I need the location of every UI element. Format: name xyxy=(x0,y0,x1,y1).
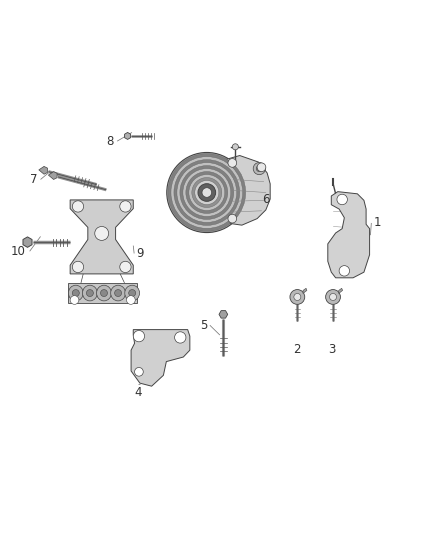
Text: 7: 7 xyxy=(30,173,37,186)
Circle shape xyxy=(329,294,336,301)
Circle shape xyxy=(72,261,84,272)
Circle shape xyxy=(294,294,301,301)
Text: 2: 2 xyxy=(293,343,301,356)
Circle shape xyxy=(129,289,136,296)
Polygon shape xyxy=(131,329,190,386)
Circle shape xyxy=(127,296,135,304)
Text: 1: 1 xyxy=(374,216,381,230)
Circle shape xyxy=(257,163,266,172)
Polygon shape xyxy=(219,311,228,318)
Ellipse shape xyxy=(68,285,83,301)
Circle shape xyxy=(175,332,186,343)
Ellipse shape xyxy=(82,285,97,301)
Circle shape xyxy=(171,157,243,228)
Circle shape xyxy=(100,289,107,296)
Text: 4: 4 xyxy=(135,386,142,399)
Circle shape xyxy=(186,172,228,214)
Circle shape xyxy=(192,177,222,207)
Circle shape xyxy=(134,367,143,376)
Polygon shape xyxy=(23,237,32,247)
Circle shape xyxy=(180,166,234,220)
Circle shape xyxy=(256,166,262,172)
Polygon shape xyxy=(328,192,370,278)
Circle shape xyxy=(339,265,350,276)
Polygon shape xyxy=(70,200,133,274)
Circle shape xyxy=(253,163,265,175)
Circle shape xyxy=(72,201,84,212)
Polygon shape xyxy=(39,166,47,174)
Circle shape xyxy=(86,289,93,296)
Text: 6: 6 xyxy=(262,192,270,206)
Polygon shape xyxy=(339,288,343,294)
Ellipse shape xyxy=(125,285,140,301)
Polygon shape xyxy=(124,133,131,140)
Circle shape xyxy=(95,227,109,240)
Circle shape xyxy=(228,158,237,167)
Text: 5: 5 xyxy=(200,319,208,332)
Circle shape xyxy=(167,152,247,232)
Circle shape xyxy=(120,201,131,212)
Circle shape xyxy=(228,214,237,223)
Text: 9: 9 xyxy=(136,247,144,260)
Text: 8: 8 xyxy=(106,135,114,148)
Circle shape xyxy=(195,181,219,205)
Polygon shape xyxy=(48,172,57,180)
Circle shape xyxy=(120,261,131,272)
Circle shape xyxy=(168,154,246,231)
Circle shape xyxy=(189,174,225,211)
Text: 10: 10 xyxy=(11,245,25,258)
Circle shape xyxy=(198,184,215,201)
Circle shape xyxy=(337,194,347,205)
Circle shape xyxy=(133,330,145,342)
Circle shape xyxy=(115,289,122,296)
Circle shape xyxy=(325,289,340,304)
Polygon shape xyxy=(223,156,270,225)
Circle shape xyxy=(177,163,237,222)
Circle shape xyxy=(183,168,231,216)
Ellipse shape xyxy=(97,285,111,301)
Circle shape xyxy=(290,289,305,304)
Text: 3: 3 xyxy=(328,343,336,356)
Circle shape xyxy=(72,289,79,296)
Polygon shape xyxy=(68,282,138,303)
Circle shape xyxy=(174,160,240,225)
Polygon shape xyxy=(303,288,307,294)
Circle shape xyxy=(202,188,212,197)
Circle shape xyxy=(70,296,79,304)
Circle shape xyxy=(232,144,238,150)
Ellipse shape xyxy=(111,285,125,301)
